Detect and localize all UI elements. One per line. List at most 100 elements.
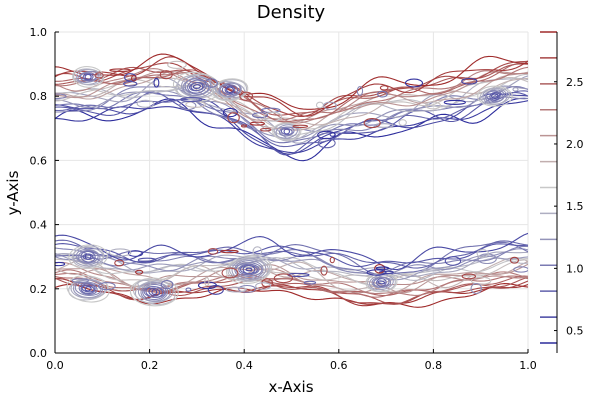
eddy-contour bbox=[227, 112, 240, 124]
vortex-ring bbox=[71, 245, 105, 268]
vortex-ring bbox=[80, 250, 96, 263]
eddy-contour bbox=[329, 256, 335, 264]
eddy-contour bbox=[123, 81, 138, 87]
vortex-ring bbox=[182, 77, 212, 97]
eddy-contour bbox=[509, 256, 520, 264]
colorbar-tick-label: 2.0 bbox=[566, 138, 584, 151]
contour-line bbox=[55, 53, 528, 110]
eddy-contour bbox=[443, 99, 466, 105]
eddy-contour bbox=[222, 107, 238, 118]
vortex-ring bbox=[175, 73, 219, 100]
vortex-ring bbox=[225, 254, 272, 285]
vortex-ring bbox=[377, 280, 386, 285]
y-tick-label: 0.6 bbox=[30, 154, 48, 167]
vortex bbox=[68, 244, 108, 270]
eddy-contour bbox=[204, 277, 210, 287]
eddy-contour bbox=[252, 246, 263, 257]
vortex bbox=[72, 66, 105, 88]
eddy-contour bbox=[255, 282, 272, 290]
vortex-ring bbox=[489, 91, 501, 101]
vortex-ring bbox=[84, 286, 92, 292]
eddy-contour bbox=[404, 78, 424, 88]
vortex-ring bbox=[72, 66, 105, 88]
x-tick-label: 0.4 bbox=[235, 359, 253, 372]
colorbar-tick-label: 1.0 bbox=[566, 262, 584, 275]
eddy-contour bbox=[55, 93, 67, 100]
vortex-ring bbox=[140, 282, 169, 302]
contour-line bbox=[55, 60, 528, 117]
eddy-contour bbox=[238, 284, 257, 293]
vortex-ring bbox=[283, 128, 291, 135]
eddy-contour bbox=[135, 269, 144, 275]
vortex-ring bbox=[224, 85, 236, 95]
vortex-ring bbox=[373, 277, 390, 288]
eddy-contour bbox=[363, 118, 381, 129]
vortex-ring bbox=[82, 73, 94, 81]
colorbar: 0.5 1.0 1.5 2.0 2.5 bbox=[540, 31, 584, 353]
eddy-contour bbox=[320, 265, 328, 276]
eddy-contour bbox=[512, 87, 519, 92]
vortex-ring bbox=[137, 281, 171, 303]
eddy-contour bbox=[137, 279, 152, 288]
eddy-contour bbox=[315, 101, 324, 109]
vortex-ring bbox=[77, 70, 99, 83]
vortex-ring bbox=[82, 253, 94, 260]
eddy-contour bbox=[252, 112, 269, 119]
contour-line bbox=[55, 77, 528, 142]
vortex-ring bbox=[80, 283, 96, 295]
contour-line bbox=[55, 253, 528, 281]
contour-line bbox=[55, 63, 528, 116]
contour-band bbox=[55, 53, 528, 162]
vortex-ring bbox=[245, 267, 253, 272]
vortex-ring bbox=[275, 124, 299, 139]
eddy-contour bbox=[513, 266, 528, 273]
x-axis-label: x-Axis bbox=[268, 378, 313, 396]
eddy-contour bbox=[225, 286, 247, 293]
eddy-contour bbox=[425, 101, 442, 110]
colorbar-tick-label: 2.5 bbox=[566, 76, 584, 89]
eddy-contour bbox=[159, 70, 173, 80]
contour-line bbox=[55, 258, 528, 282]
vortex-ring bbox=[231, 258, 267, 281]
vortex-ring bbox=[78, 282, 98, 296]
eddy-contour bbox=[94, 72, 104, 79]
eddy-contour bbox=[249, 121, 265, 126]
eddy-contour bbox=[114, 259, 125, 267]
vortex-ring bbox=[238, 263, 260, 276]
eddy-contour bbox=[221, 267, 239, 279]
vortex-ring bbox=[68, 244, 108, 270]
vortex-ring bbox=[218, 82, 242, 98]
vortex bbox=[211, 78, 249, 102]
contour-line bbox=[55, 251, 528, 278]
contour-line bbox=[55, 232, 528, 271]
eddy-contour bbox=[422, 268, 441, 272]
vortex-ring bbox=[228, 258, 269, 282]
vortex-ring bbox=[75, 248, 101, 265]
eddy-contour bbox=[303, 280, 317, 285]
eddy-contour bbox=[109, 68, 132, 73]
vortex-ring bbox=[148, 287, 161, 297]
vortex-ring bbox=[151, 289, 158, 295]
vortex-ring bbox=[73, 68, 104, 86]
x-tick-label: 0.2 bbox=[141, 359, 159, 372]
axes bbox=[54, 32, 528, 354]
y-tick-labels: 0.0 0.2 0.4 0.6 0.8 1.0 bbox=[30, 26, 59, 360]
y-tick-label: 0.2 bbox=[30, 283, 48, 296]
vortex-ring bbox=[234, 259, 264, 280]
eddy-contour bbox=[204, 78, 218, 88]
eddy-contour bbox=[239, 91, 254, 101]
vortex-ring bbox=[239, 264, 258, 275]
vortex bbox=[225, 254, 272, 285]
eddy-contour bbox=[444, 256, 462, 266]
eddy-contour bbox=[207, 284, 224, 295]
eddy-contour bbox=[477, 253, 497, 265]
eddy-contour bbox=[71, 278, 89, 284]
x-tick-labels: 0.0 0.2 0.4 0.6 0.8 1.0 bbox=[46, 349, 537, 372]
eddy-contour bbox=[263, 111, 283, 122]
eddy-contour bbox=[240, 124, 248, 128]
x-tick-label: 1.0 bbox=[519, 359, 537, 372]
eddy-contour bbox=[379, 85, 389, 91]
y-tick-label: 0.0 bbox=[30, 347, 48, 360]
vortex-ring bbox=[376, 278, 387, 287]
